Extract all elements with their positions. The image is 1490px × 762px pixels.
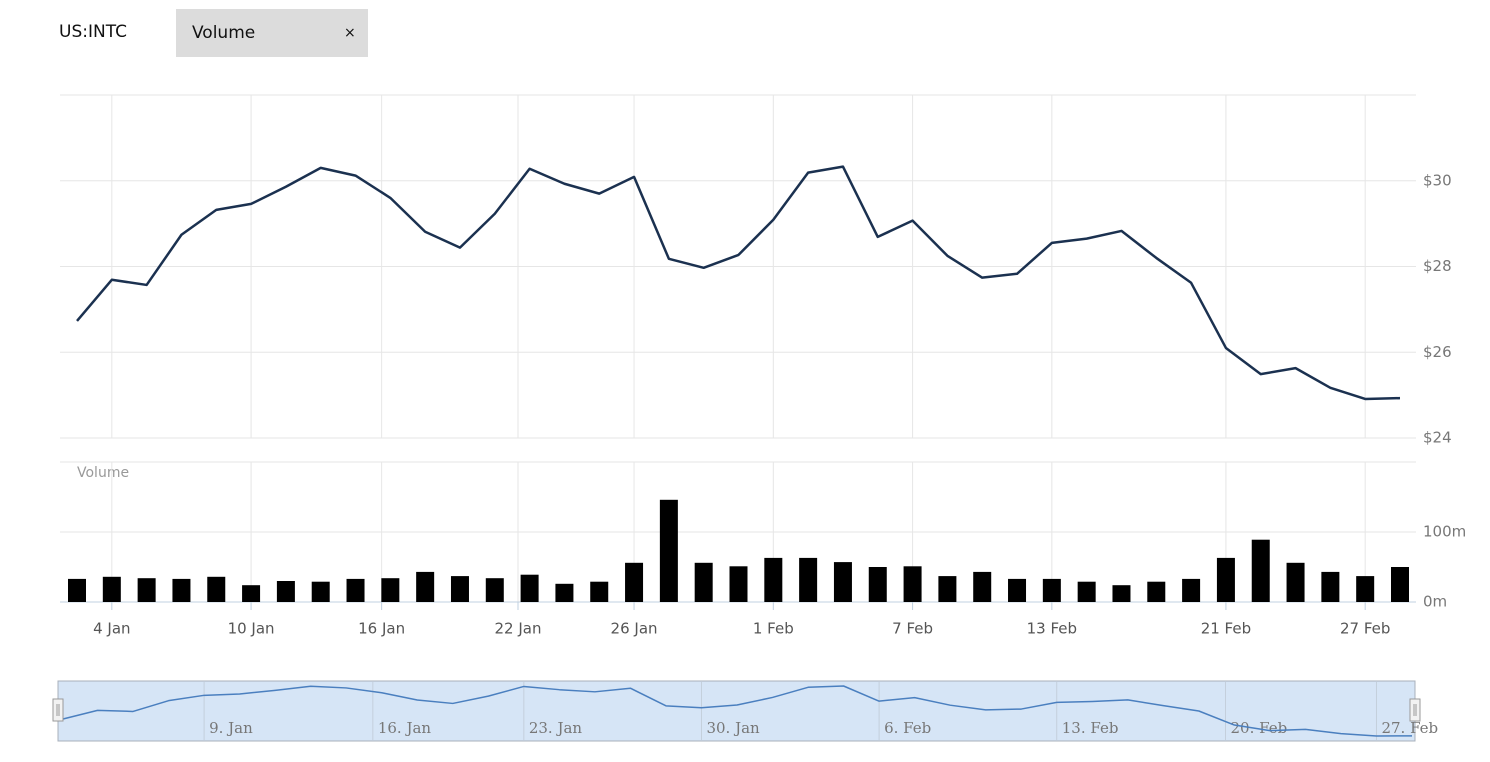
y-tick-label: $28 bbox=[1423, 257, 1452, 275]
navigator-tick-label: 13. Feb bbox=[1062, 719, 1119, 737]
navigator[interactable] bbox=[57, 680, 1416, 742]
navigator-tick-label: 30. Jan bbox=[706, 719, 760, 737]
x-tick-label: 7 Feb bbox=[892, 620, 933, 638]
y-tick-label: $30 bbox=[1423, 171, 1452, 189]
volume-bar bbox=[311, 581, 330, 602]
volume-bar bbox=[729, 566, 748, 602]
volume-bar bbox=[903, 566, 922, 602]
volume-bar bbox=[590, 581, 609, 602]
navigator-tick-label: 20. Feb bbox=[1230, 719, 1287, 737]
volume-bar bbox=[799, 557, 818, 602]
volume-bar bbox=[207, 576, 226, 602]
volume-bar bbox=[276, 581, 295, 602]
volume-bar bbox=[1216, 557, 1235, 602]
volume-bar bbox=[868, 567, 887, 602]
volume-bar bbox=[1356, 576, 1375, 602]
volume-bar bbox=[346, 578, 365, 602]
navigator-tick-label: 9. Jan bbox=[209, 719, 253, 737]
navigator-tick-label: 27. Feb bbox=[1381, 719, 1438, 737]
volume-bar bbox=[381, 578, 400, 602]
volume-bar bbox=[1391, 567, 1409, 602]
y-tick-label: $26 bbox=[1423, 343, 1452, 361]
volume-bar bbox=[833, 562, 852, 602]
y-tick-label: 100m bbox=[1423, 523, 1466, 541]
navigator-tick-label: 23. Jan bbox=[529, 719, 583, 737]
volume-bar bbox=[68, 578, 86, 602]
volume-bar bbox=[1042, 578, 1061, 602]
volume-bar bbox=[625, 562, 644, 602]
volume-bar bbox=[764, 557, 783, 602]
x-tick-label: 26 Jan bbox=[611, 620, 658, 638]
tab-label[interactable]: Volume bbox=[192, 23, 255, 43]
x-tick-label: 4 Jan bbox=[93, 620, 130, 638]
x-tick-label: 10 Jan bbox=[228, 620, 275, 638]
x-tick-label: 22 Jan bbox=[495, 620, 542, 638]
y-tick-label: $24 bbox=[1423, 429, 1452, 447]
volume-title: Volume bbox=[77, 465, 129, 481]
symbol: US:INTC bbox=[59, 22, 127, 42]
y-tick-label: 0m bbox=[1423, 593, 1447, 611]
volume-bar bbox=[1251, 539, 1270, 602]
volume-bar bbox=[1008, 578, 1027, 602]
volume-bar bbox=[1147, 581, 1166, 602]
volume-bar bbox=[137, 578, 156, 602]
volume-bar bbox=[1182, 578, 1201, 602]
volume-bar bbox=[1077, 581, 1096, 602]
volume-bar bbox=[416, 571, 435, 602]
navigator-handle[interactable] bbox=[1409, 698, 1421, 722]
price-line bbox=[76, 165, 1401, 401]
volume-bar bbox=[694, 562, 713, 602]
volume-bar bbox=[1112, 585, 1131, 602]
x-tick-label: 1 Feb bbox=[753, 620, 794, 638]
volume-bar bbox=[555, 583, 574, 602]
navigator-tick-label: 6. Feb bbox=[884, 719, 931, 737]
volume-bar bbox=[1286, 562, 1305, 602]
volume-bar bbox=[520, 574, 539, 602]
x-tick-label: 13 Feb bbox=[1027, 620, 1077, 638]
volume-bar bbox=[485, 578, 504, 602]
navigator-line bbox=[61, 685, 1413, 737]
volume-bar bbox=[242, 585, 261, 602]
volume-bar bbox=[450, 576, 469, 602]
volume-bar bbox=[1321, 571, 1340, 602]
x-tick-label: 27 Feb bbox=[1340, 620, 1390, 638]
x-tick-label: 21 Feb bbox=[1201, 620, 1251, 638]
volume-bar bbox=[938, 576, 957, 602]
tab-close[interactable]: × bbox=[344, 25, 356, 41]
tab[interactable] bbox=[176, 9, 368, 57]
volume-bar bbox=[973, 571, 992, 602]
x-tick-label: 16 Jan bbox=[358, 620, 405, 638]
navigator-tick-label: 16. Jan bbox=[378, 719, 432, 737]
volume-bar bbox=[102, 576, 121, 602]
volume-bar bbox=[659, 499, 678, 602]
volume-bar bbox=[172, 578, 191, 602]
navigator-handle[interactable] bbox=[52, 698, 64, 722]
